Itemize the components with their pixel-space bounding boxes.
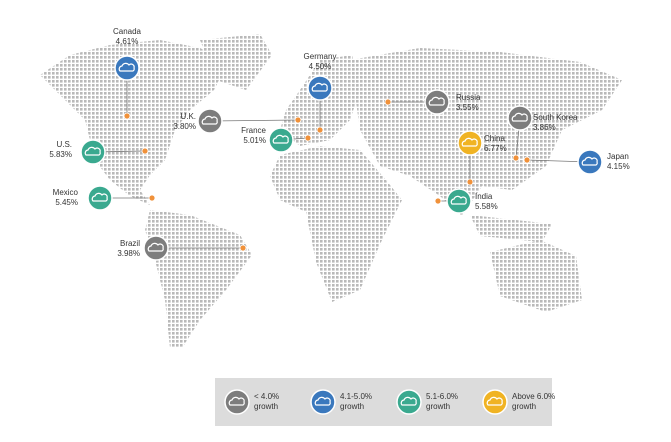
country-name: U.K.	[180, 112, 196, 121]
country-name: Germany	[304, 52, 337, 61]
location-dot	[316, 126, 324, 134]
legend-label: Above 6.0%	[512, 392, 555, 401]
icon-glyph	[511, 112, 528, 122]
location-dot	[466, 178, 474, 186]
location-dot	[523, 156, 531, 164]
country-name: U.S.	[56, 140, 72, 149]
icon-circle	[224, 389, 250, 415]
icon-glyph	[428, 96, 445, 106]
icon-circle	[482, 389, 508, 415]
legend-item: 5.1-6.0%growth	[396, 389, 458, 415]
growth-value: 5.83%	[49, 150, 72, 159]
growth-value: 6.77%	[484, 144, 507, 153]
icon-circle	[80, 139, 106, 165]
icon-circle	[424, 89, 450, 115]
icon-glyph	[84, 146, 101, 156]
legend-label: 4.1-5.0%	[340, 392, 372, 401]
icon-glyph	[400, 396, 417, 406]
growth-value: 3.80%	[173, 122, 196, 131]
legend-sub: growth	[512, 402, 536, 411]
icon-circle	[396, 389, 422, 415]
country-marker: U.K.3.80%	[173, 108, 302, 134]
icon-glyph	[486, 396, 503, 406]
icon-circle	[507, 105, 533, 131]
country-name: China	[484, 134, 505, 143]
location-dot	[141, 147, 149, 155]
legend-sub: growth	[254, 402, 278, 411]
icon-circle	[577, 149, 603, 175]
icon-glyph	[147, 242, 164, 252]
country-name: India	[475, 192, 493, 201]
growth-value: 4.50%	[309, 62, 332, 71]
icon-circle	[87, 185, 113, 211]
growth-value: 4.61%	[116, 37, 139, 46]
icon-circle	[197, 108, 223, 134]
icon-glyph	[450, 195, 467, 205]
legend-item: < 4.0%growth	[224, 389, 279, 415]
country-name: France	[241, 126, 266, 135]
location-dot	[294, 116, 302, 124]
country-name: Brazil	[120, 239, 140, 248]
growth-value: 5.58%	[475, 202, 498, 211]
country-name: Canada	[113, 27, 142, 36]
icon-circle	[310, 389, 336, 415]
legend-sub: growth	[426, 402, 450, 411]
legend-label: 5.1-6.0%	[426, 392, 458, 401]
icon-circle	[143, 235, 169, 261]
location-dot	[384, 98, 392, 106]
icon-circle	[307, 75, 333, 101]
icon-glyph	[91, 192, 108, 202]
growth-value: 5.01%	[243, 136, 266, 145]
land	[40, 34, 622, 348]
growth-value: 3.98%	[117, 249, 140, 258]
location-dot	[239, 244, 247, 252]
icon-circle	[446, 188, 472, 214]
icon-glyph	[272, 134, 289, 144]
country-name: Japan	[607, 152, 629, 161]
location-dot	[512, 154, 520, 162]
icon-glyph	[461, 137, 478, 147]
country-name: South Korea	[533, 113, 578, 122]
location-dot	[123, 112, 131, 120]
icon-glyph	[311, 82, 328, 92]
country-name: Russia	[456, 93, 481, 102]
icon-circle	[457, 130, 483, 156]
location-dot	[434, 197, 442, 205]
icon-glyph	[118, 62, 135, 72]
icon-circle	[268, 127, 294, 153]
icon-glyph	[314, 396, 331, 406]
icon-glyph	[201, 115, 218, 125]
country-name: Mexico	[53, 188, 79, 197]
icon-circle	[114, 55, 140, 81]
growth-value: 4.15%	[607, 162, 630, 171]
location-dot	[304, 134, 312, 142]
legend-label: < 4.0%	[254, 392, 279, 401]
country-marker: U.S.5.83%	[49, 139, 149, 165]
growth-value: 3.86%	[533, 123, 556, 132]
growth-value: 3.55%	[456, 103, 479, 112]
connector	[209, 119, 299, 122]
legend-item: Above 6.0%growth	[482, 389, 555, 415]
icon-glyph	[581, 156, 598, 166]
icon-glyph	[228, 396, 245, 406]
legend-sub: growth	[340, 402, 364, 411]
location-dot	[148, 194, 156, 202]
legend-item: 4.1-5.0%growth	[310, 389, 372, 415]
growth-value: 5.45%	[55, 198, 78, 207]
